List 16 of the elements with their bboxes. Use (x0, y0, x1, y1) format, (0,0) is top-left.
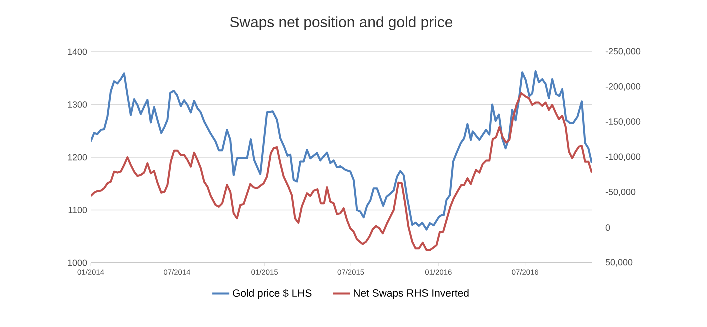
legend-label: Gold price $ LHS (233, 289, 312, 300)
legend-label: Net Swaps RHS Inverted (354, 289, 469, 300)
y2-tick-label: -50,000 (606, 188, 636, 196)
y-tick-label: 1300 (68, 102, 88, 108)
y-tick-label: 1100 (68, 207, 88, 214)
y-tick-label: 1200 (68, 154, 88, 161)
line-series (91, 92, 592, 252)
y2-tick-label: -100,000 (606, 154, 641, 162)
y2-tick-label: -200,000 (606, 83, 641, 91)
y-tick-label: 1000 (68, 260, 88, 266)
chart-title: Swaps net position and gold price (230, 16, 453, 30)
y2-tick-label: 50,000 (606, 259, 633, 267)
y2-tick-label: -150,000 (606, 118, 641, 126)
y2-tick-label: 0 (606, 224, 610, 232)
y2-tick-label: -250,000 (606, 48, 641, 56)
y-tick-label: 1400 (68, 48, 88, 56)
